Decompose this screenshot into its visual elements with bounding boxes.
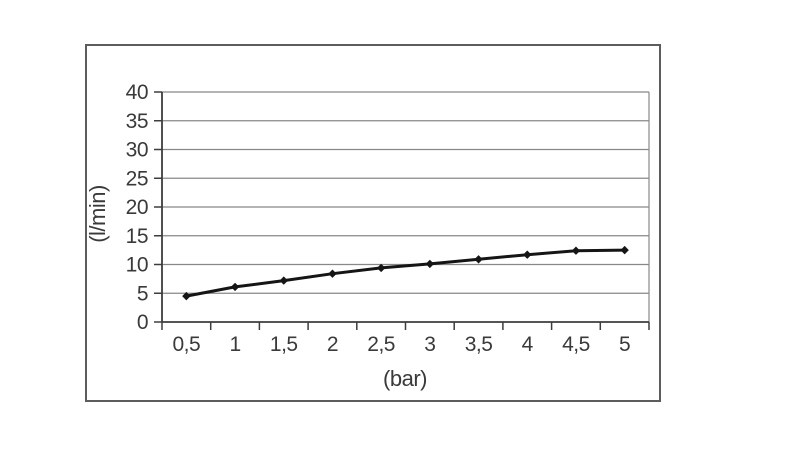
data-point-marker-3,5: [474, 255, 483, 264]
axes: [161, 92, 649, 323]
x-tick-label-3,5: 3,5: [465, 333, 493, 356]
x-tick-label-5: 5: [619, 333, 630, 356]
data-point-marker-3: [425, 259, 435, 269]
data-point-marker-1: [230, 282, 240, 292]
y-tick-label-0: 0: [137, 311, 148, 334]
x-axis-tick-labels: 0,5 1 1,5 2 2,5 3 3,5 4 4,5 5: [172, 333, 630, 356]
x-tick-label-0,5: 0,5: [172, 333, 200, 356]
tick-marks: [154, 91, 650, 330]
flow-rate-line-chart: 0 5 10 15 20 25 30 35 40 0,5 1 1,5 2 2,5 3 3,5 4 4,5 5 (l…: [87, 81, 650, 391]
flow-rate-chart-frame: 0 5 10 15 20 25 30 35 40 0,5 1 1,5 2 2,5 3 3,5 4 4,5 5 (l…: [85, 44, 661, 402]
y-tick-label-25: 25: [126, 167, 148, 190]
data-point-marker-4,5: [571, 246, 581, 255]
y-tick-label-35: 35: [126, 110, 148, 133]
y-tick-label-15: 15: [126, 225, 148, 248]
series-line: [184, 248, 627, 298]
x-axis-title: (bar): [383, 366, 427, 391]
x-tick-label-2,5: 2,5: [367, 333, 395, 356]
data-point-marker-4: [523, 250, 532, 259]
x-tick-label-4: 4: [522, 333, 534, 356]
x-tick-label-1,5: 1,5: [270, 333, 298, 356]
data-point-marker-5: [620, 245, 629, 255]
y-tick-label-20: 20: [126, 196, 148, 219]
data-point-marker-0,5: [182, 291, 191, 301]
gridlines: [162, 91, 650, 322]
x-tick-label-1: 1: [229, 333, 240, 356]
y-axis-tick-labels: 0 5 10 15 20 25 30 35 40: [126, 81, 149, 334]
data-point-marker-1,5: [279, 276, 288, 285]
x-tick-label-2: 2: [327, 333, 338, 356]
y-tick-label-30: 30: [126, 139, 148, 162]
y-tick-label-40: 40: [126, 81, 148, 104]
data-point-marker-2: [328, 269, 337, 278]
y-tick-label-5: 5: [137, 282, 148, 305]
x-tick-label-3: 3: [424, 333, 435, 356]
data-series-flow-rate: [182, 245, 629, 301]
x-tick-label-4,5: 4,5: [562, 333, 590, 356]
y-tick-label-10: 10: [126, 254, 148, 277]
y-axis-title: (l/min): [87, 185, 110, 243]
data-point-marker-2,5: [376, 263, 386, 273]
